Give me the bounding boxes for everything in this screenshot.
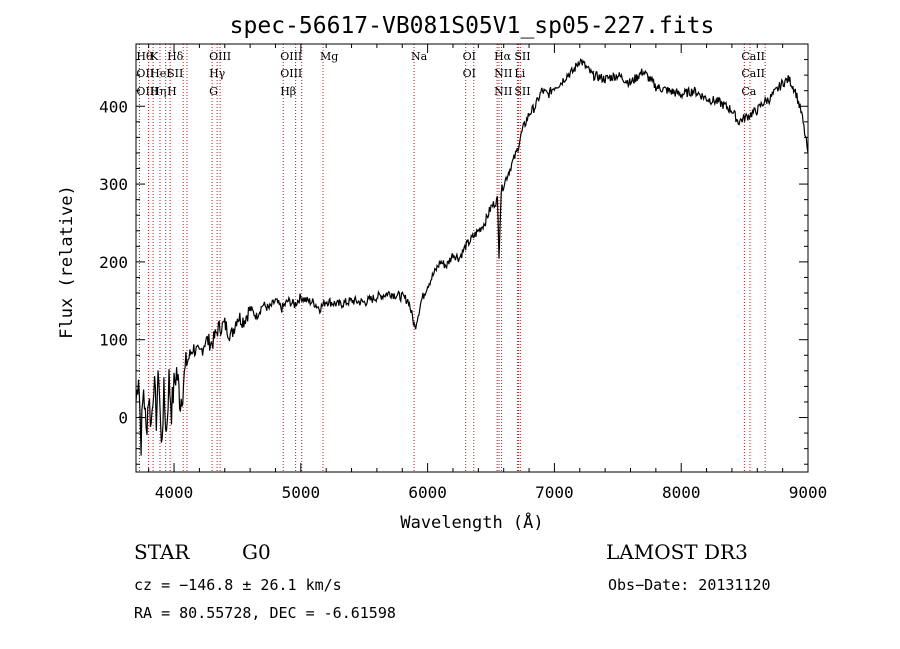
y-axis-ticks: 0 100 200 300 400 bbox=[99, 43, 808, 465]
spectral-line-markers bbox=[138, 44, 766, 472]
spectral-line-label: SII bbox=[514, 85, 530, 98]
spectral-line-label: OI bbox=[463, 50, 476, 63]
spectral-line-label: NII bbox=[494, 67, 512, 80]
spectral-line-label: Hγ bbox=[209, 67, 226, 80]
spectral-line-label: OIII bbox=[209, 50, 231, 63]
y-axis-label: Flux (relative) bbox=[57, 185, 77, 339]
redshift-cz: cz = −146.8 ± 26.1 km/s bbox=[134, 576, 342, 594]
y-tick-label: 0 bbox=[118, 409, 128, 428]
spectral-line-label: Hβ bbox=[280, 85, 296, 98]
spectral-line-label: Hθ bbox=[136, 50, 153, 63]
spectral-line-label: H bbox=[167, 85, 177, 98]
spectral-line-label: Na bbox=[411, 50, 428, 63]
y-tick-label: 300 bbox=[99, 175, 128, 194]
spectral-line-label: SII bbox=[514, 50, 530, 63]
chart-title: spec-56617-VB081S05V1_sp05-227.fits bbox=[230, 13, 715, 39]
spectral-line-label: OII bbox=[136, 67, 154, 80]
spectral-line-label: OIII bbox=[280, 67, 302, 80]
x-tick-label: 4000 bbox=[155, 483, 194, 502]
spectral-line-label: HeI bbox=[150, 67, 170, 80]
x-tick-label: 7000 bbox=[535, 483, 574, 502]
x-tick-label: 8000 bbox=[662, 483, 701, 502]
spectral-line-label: G bbox=[209, 85, 218, 98]
coordinates: RA = 80.55728, DEC = -6.61598 bbox=[134, 604, 396, 622]
spectrum-line bbox=[135, 58, 809, 456]
spectral-line-label: Mg bbox=[320, 50, 338, 63]
x-axis-ticks: 4000 5000 6000 7000 8000 9000 bbox=[148, 44, 828, 502]
spectral-line-label: NII bbox=[494, 85, 512, 98]
observation-date: Obs−Date: 20131120 bbox=[608, 576, 771, 594]
spectral-line-label: CaII bbox=[741, 50, 765, 63]
x-tick-label: 5000 bbox=[282, 483, 321, 502]
object-subclass: G0 bbox=[242, 540, 271, 564]
spectral-line-label: Ca bbox=[741, 85, 756, 98]
x-tick-label: 6000 bbox=[408, 483, 447, 502]
spectral-line-label: Li bbox=[514, 67, 525, 80]
spectral-line-label: OIII bbox=[280, 50, 302, 63]
spectral-line-label: CaII bbox=[741, 67, 765, 80]
y-tick-label: 200 bbox=[99, 253, 128, 272]
plot-frame bbox=[135, 43, 809, 473]
spectral-line-label: Hδ bbox=[167, 50, 184, 63]
spectral-line-label: K bbox=[150, 50, 159, 63]
spectral-line-labels: Hθ OII OIII K HeI Hη Hδ SII H OIII Hγ G OIII OIII Hβ Mg… bbox=[136, 50, 765, 98]
object-class: STAR bbox=[134, 540, 190, 564]
x-tick-label: 9000 bbox=[789, 483, 828, 502]
y-tick-label: 400 bbox=[99, 97, 128, 116]
spectral-line-label: Hη bbox=[150, 85, 166, 98]
spectral-line-label: Hα bbox=[494, 50, 512, 63]
y-tick-label: 100 bbox=[99, 331, 128, 350]
spectral-line-label: OI bbox=[463, 67, 476, 80]
spectral-line-label: OIII bbox=[136, 85, 158, 98]
survey-name: LAMOST DR3 bbox=[606, 540, 748, 564]
spectral-line-label: SII bbox=[167, 67, 183, 80]
x-axis-label: Wavelength (Å) bbox=[400, 511, 543, 533]
